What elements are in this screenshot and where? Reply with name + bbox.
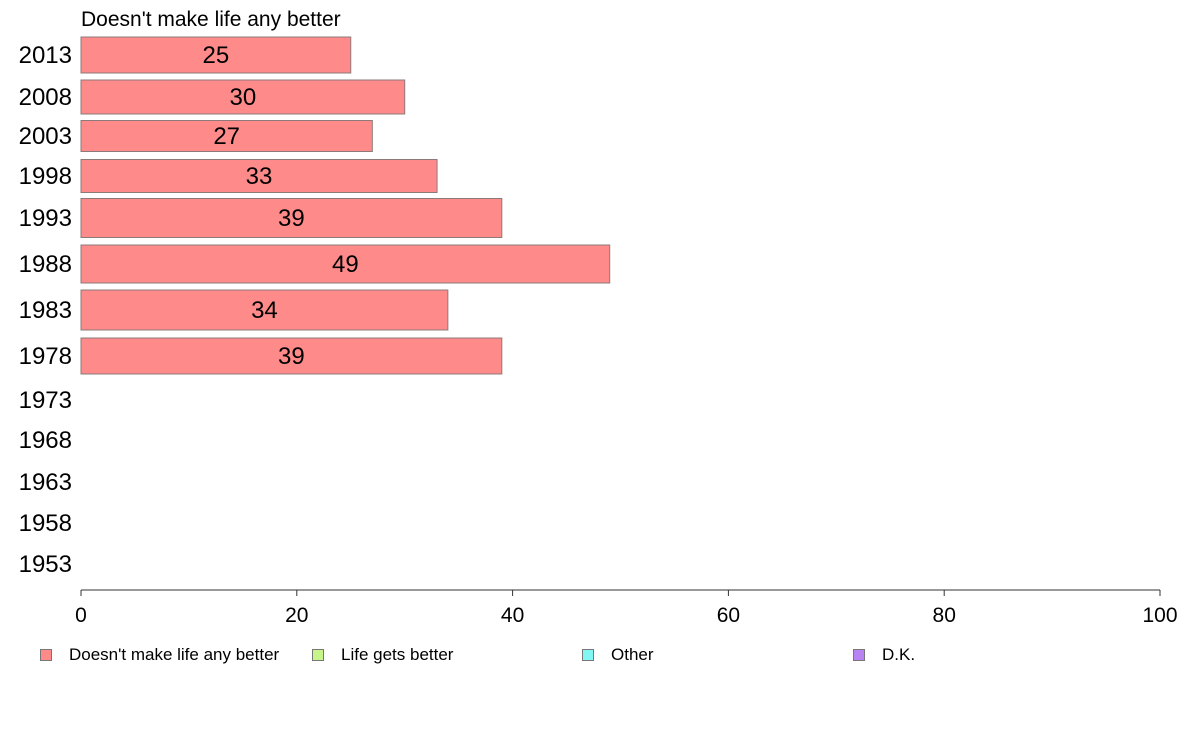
bar-1978: [80, 337, 503, 375]
legend-item-dk: D.K.: [853, 644, 915, 666]
legend: Doesn't make life any better Life gets b…: [0, 644, 1188, 668]
x-tick-label-80: 80: [933, 604, 956, 627]
data-label-2008: 30: [229, 84, 256, 111]
bar-1988: [80, 244, 611, 284]
x-tick-label-60: 60: [717, 604, 740, 627]
bar-1993: [80, 198, 503, 238]
y-tick-label-2008: 2008: [19, 84, 72, 111]
y-tick-label-1953: 1953: [19, 551, 72, 578]
bar-1998: [80, 159, 438, 193]
x-tick-label-100: 100: [1142, 604, 1177, 627]
x-tick-label-20: 20: [285, 604, 308, 627]
legend-swatch-3: [582, 649, 594, 661]
data-label-1983: 34: [251, 297, 278, 324]
y-tick-label-1998: 1998: [19, 163, 72, 190]
bar-1983: [80, 289, 449, 331]
data-label-2013: 25: [203, 42, 230, 69]
data-label-1988: 49: [332, 251, 359, 278]
data-label-1998: 33: [246, 163, 273, 190]
legend-label: Doesn't make life any better: [69, 645, 280, 664]
chart-title: Doesn't make life any better: [81, 8, 341, 31]
legend-swatch-4: [853, 649, 865, 661]
legend-label: Other: [611, 645, 654, 664]
y-tick-label-2013: 2013: [19, 42, 72, 69]
legend-swatch-2: [312, 649, 324, 661]
y-tick-label-1978: 1978: [19, 343, 72, 370]
bar-2013: [80, 36, 352, 74]
legend-item-other: Other: [582, 644, 654, 666]
bar-chart: Doesn't make life any better 25302733394…: [19, 8, 1178, 627]
y-tick-label-1968: 1968: [19, 427, 72, 454]
y-tick-label-1988: 1988: [19, 251, 72, 278]
x-tick-label-0: 0: [75, 604, 87, 627]
bar-2003: [80, 120, 373, 152]
legend-label: Life gets better: [341, 645, 454, 664]
x-tick-label-40: 40: [501, 604, 524, 627]
legend-swatch-1: [40, 649, 52, 661]
y-tick-label-1983: 1983: [19, 297, 72, 324]
data-label-2003: 27: [213, 123, 240, 150]
y-tick-label-1963: 1963: [19, 469, 72, 496]
y-tick-label-1973: 1973: [19, 387, 72, 414]
legend-item-life-gets-better: Life gets better: [312, 644, 453, 666]
y-tick-label-2003: 2003: [19, 123, 72, 150]
y-axis-labels: 2013 2008 2003 1998 1993 1988 1983 1978 1973 1968…: [19, 42, 72, 578]
bar-2008: [80, 79, 406, 115]
data-label-1978: 39: [278, 343, 305, 370]
y-tick-label-1958: 1958: [19, 510, 72, 537]
legend-item-doesnt-make-life-better: Doesn't make life any better: [40, 644, 279, 666]
legend-label: D.K.: [882, 645, 916, 664]
y-tick-label-1993: 1993: [19, 205, 72, 232]
data-label-1993: 39: [278, 205, 305, 232]
x-axis: 0 20 40 60 80 100: [75, 589, 1178, 627]
